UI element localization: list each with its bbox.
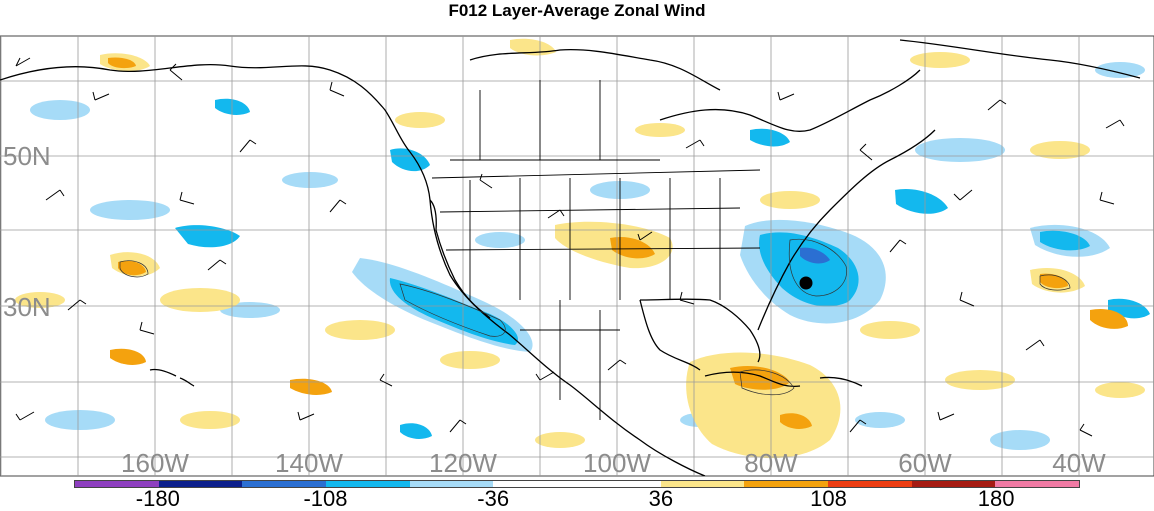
storm-center-marker (799, 276, 813, 290)
colorbar-segment (326, 481, 410, 487)
state-borders (431, 80, 761, 420)
negative-wind-region (175, 225, 240, 248)
lon-label: 120W (429, 448, 497, 478)
zonal-wind-map: 50N 30N 160W 140W 120W 100W 80W 60W 40W (0, 35, 1154, 478)
negative-wind-region (895, 188, 948, 214)
positive-wind-region (290, 378, 332, 395)
colorbar-segment (995, 481, 1080, 487)
map-frame (0, 35, 1154, 477)
negative-wind-region (400, 423, 432, 439)
wind-shading (15, 38, 1150, 459)
positive-wind-region (108, 57, 136, 69)
colorbar-segment (660, 481, 745, 487)
colorbar-segment (158, 481, 243, 487)
lat-label: 30N (3, 292, 51, 322)
lon-label: 40W (1052, 448, 1106, 478)
positive-wind-region (118, 260, 146, 276)
lat-label: 50N (3, 141, 51, 171)
colorbar-tick-label: 108 (810, 486, 847, 511)
positive-wind-region (1090, 308, 1128, 329)
colorbar-tick-label: -108 (303, 486, 348, 511)
colorbar (74, 480, 1080, 488)
negative-wind-region (389, 278, 519, 345)
negative-wind-region (750, 128, 790, 147)
coastlines (0, 39, 1141, 476)
colorbar-segment (911, 481, 996, 487)
positive-wind-region (686, 352, 841, 459)
colorbar-segment (577, 481, 661, 487)
wind-barbs (15, 57, 1125, 437)
lon-label: 60W (898, 448, 952, 478)
contour-lines (119, 238, 1071, 396)
colorbar-segment (493, 481, 578, 487)
negative-wind-region (1040, 230, 1090, 251)
colorbar-segment (744, 481, 829, 487)
colorbar-tick-label: -36 (477, 486, 510, 511)
positive-wind-region (730, 365, 790, 390)
lat-lon-grid (0, 36, 1154, 476)
lon-label: 140W (275, 448, 343, 478)
colorbar-tick-label: 36 (648, 486, 674, 511)
colorbar-tick-label: -180 (135, 486, 180, 511)
lon-label: 100W (583, 448, 651, 478)
lon-label: 80W (744, 448, 798, 478)
positive-wind-region (780, 413, 812, 429)
negative-wind-region (759, 232, 859, 307)
negative-wind-region (215, 98, 250, 115)
map-title: F012 Layer-Average Zonal Wind (448, 1, 706, 20)
negative-wind-region (390, 148, 430, 172)
colorbar-segment (75, 481, 159, 487)
colorbar-segment (242, 481, 327, 487)
lon-label: 160W (121, 448, 189, 478)
colorbar-segment (828, 481, 912, 487)
negative-wind-region (800, 247, 830, 264)
colorbar-tick-label: 180 (977, 486, 1015, 511)
positive-wind-region (610, 236, 655, 259)
colorbar-segment (409, 481, 494, 487)
positive-wind-region (110, 348, 146, 365)
